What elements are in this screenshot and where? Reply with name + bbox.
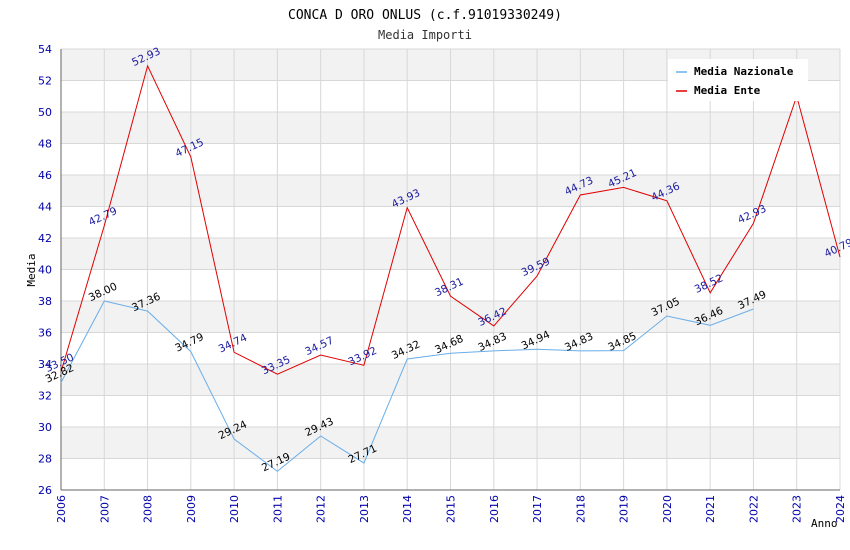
x-tick-label: 2024 [834, 495, 847, 523]
x-tick-label: 2021 [704, 495, 717, 523]
x-tick-label: 2013 [358, 495, 371, 523]
x-tick-label: 2022 [747, 495, 760, 523]
chart-gridlines [60, 48, 841, 491]
chart-series [60, 64, 841, 472]
y-tick-label: 34 [38, 358, 52, 371]
y-tick-label: 44 [38, 201, 52, 214]
x-tick-label: 2016 [488, 495, 501, 523]
legend: Media Nazionale Media Ente [668, 59, 808, 101]
y-tick-label: 42 [38, 232, 52, 245]
x-tick-label: 2010 [228, 495, 241, 523]
x-tick-label: 2019 [618, 495, 631, 523]
x-tick-label: 2015 [445, 495, 458, 523]
y-tick-label: 36 [38, 327, 52, 340]
chart-subtitle: Media Importi [378, 28, 472, 42]
x-tick-label: 2017 [531, 495, 544, 523]
x-tick-label: 2023 [791, 495, 804, 523]
y-axis-label: Media [25, 253, 38, 286]
x-tick-label: 2008 [142, 495, 155, 523]
y-tick-label: 30 [38, 421, 52, 434]
y-tick-label: 26 [38, 484, 52, 497]
y-tick-label: 52 [38, 75, 52, 88]
chart-title: CONCA D ORO ONLUS (c.f.91019330249) [288, 8, 562, 23]
y-tick-label: 46 [38, 169, 52, 182]
x-tick-label: 2012 [315, 495, 328, 523]
x-tick-label: 2009 [185, 495, 198, 523]
y-tick-label: 38 [38, 295, 52, 308]
x-tick-label: 2006 [55, 495, 68, 523]
x-tick-label: 2007 [98, 495, 111, 523]
x-tick-label: 2011 [271, 495, 284, 523]
x-tick-label: 2018 [574, 495, 587, 523]
series-line-media-nazionale [60, 300, 754, 472]
legend-label-media-nazionale: Media Nazionale [694, 65, 794, 78]
y-tick-label: 54 [38, 43, 52, 56]
y-tick-label: 40 [38, 264, 52, 277]
y-tick-label: 48 [38, 138, 52, 151]
x-axis-ticks: 2006 2007 2008 2009 2010 2011 2012 2013 2014 2015… [55, 495, 847, 523]
x-tick-label: 2014 [401, 495, 414, 523]
legend-box [668, 59, 808, 101]
series-line-media-ente [60, 64, 841, 375]
y-axis-ticks: 26 28 30 32 34 36 38 40 42 44 46 48 50 52 54 [38, 43, 52, 497]
y-tick-label: 28 [38, 453, 52, 466]
y-tick-label: 32 [38, 390, 52, 403]
y-tick-label: 50 [38, 106, 52, 119]
x-tick-label: 2020 [661, 495, 674, 523]
x-axis-label: Anno [811, 517, 838, 530]
legend-label-media-ente: Media Ente [694, 84, 761, 97]
